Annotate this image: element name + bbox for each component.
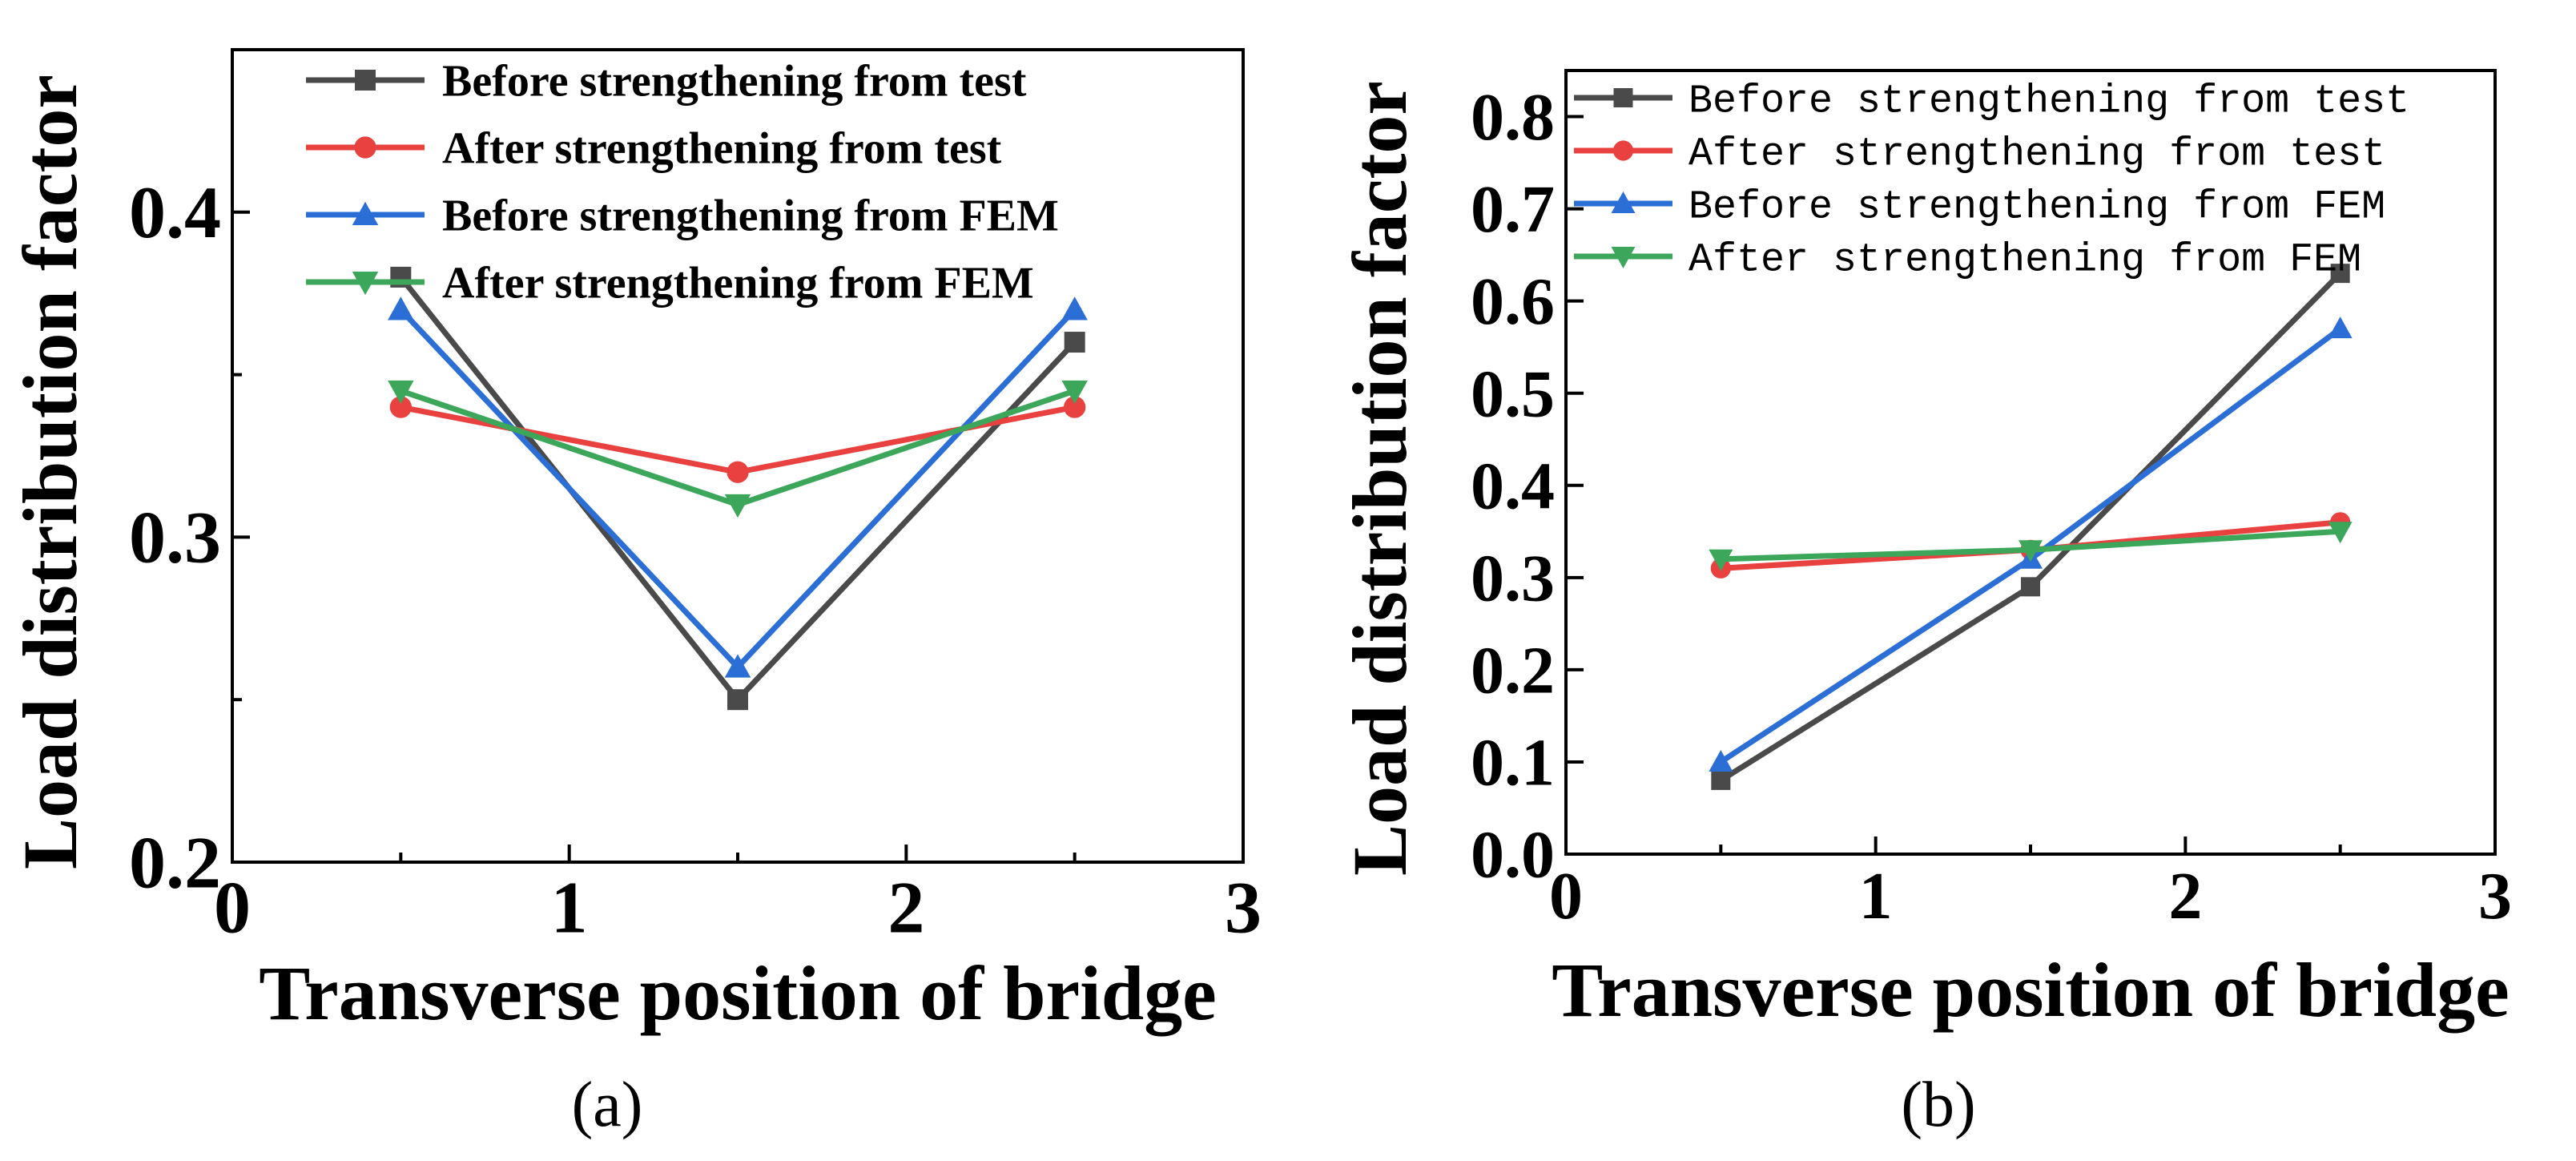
legend-marker-0: [355, 70, 376, 91]
legend-marker-1: [354, 136, 376, 159]
x-tick-label: 1: [1859, 859, 1893, 933]
data-point-s3-p0: [1709, 549, 1733, 571]
chart-0: 0 1 2 3 0.2 0.3 0.4 Transverse position of brid…: [7, 48, 1262, 1140]
series-line-0: [398, 275, 1077, 704]
data-point-s2-p2: [1061, 296, 1088, 320]
legend-label-2: Before strengthening from FEM: [442, 191, 1059, 241]
data-point-s2-p0: [1709, 749, 1733, 772]
legend-marker-1: [1612, 140, 1634, 161]
data-point-s1-p1: [727, 461, 749, 483]
y-tick-label: 0.5: [1471, 357, 1555, 431]
data-point-s0-p0: [1711, 770, 1731, 790]
data-point-s0-p1: [727, 689, 748, 711]
legend-label-1: After strengthening from test: [1688, 132, 2385, 178]
data-point-s0-p2: [2330, 264, 2350, 284]
legend-marker-2: [352, 201, 379, 225]
data-point-s3-p1: [724, 494, 751, 518]
x-axis-title: Transverse position of bridge: [259, 950, 1217, 1036]
y-tick-label: 0.7: [1471, 172, 1555, 247]
data-point-s1-p0: [389, 396, 412, 418]
data-point-s3-p2: [2328, 522, 2353, 544]
data-point-s2-p1: [724, 654, 751, 678]
x-tick-label: 0: [214, 866, 251, 948]
y-axis-title: Load distribution factor: [1337, 81, 1423, 876]
y-tick-label: 0.6: [1471, 264, 1555, 339]
panel-caption: (b): [1901, 1070, 1975, 1140]
legend-marker-0: [1613, 88, 1633, 107]
data-point-s2-p0: [388, 296, 414, 320]
y-tick-label: 0.1: [1471, 726, 1555, 800]
y-tick-label: 0.3: [1471, 541, 1555, 615]
y-tick-label: 0.4: [129, 171, 221, 253]
data-point-s0-p1: [2021, 577, 2040, 597]
y-tick-label: 0.4: [1471, 449, 1555, 523]
y-tick-label: 0.2: [129, 821, 221, 903]
y-tick-label: 0.8: [1471, 80, 1555, 155]
legend-marker-3: [352, 272, 379, 296]
y-tick-label: 0.2: [1471, 633, 1555, 707]
x-tick-label: 3: [1225, 866, 1262, 948]
chart-1: 0 1 2 3 0.0 0.1 0.2 0.3 0.4 0.5 0.6 0.7 0.8 Transvers…: [1337, 69, 2512, 1140]
x-tick-label: 1: [551, 866, 588, 948]
legend-label-3: After strengthening from FEM: [1688, 238, 2361, 284]
legend-label-1: After strengthening from test: [442, 124, 1002, 174]
data-point-s0-p2: [1064, 332, 1085, 353]
legend-marker-3: [1611, 247, 1636, 268]
y-axis-title: Load distribution factor: [7, 75, 93, 869]
x-tick-label: 0: [1549, 859, 1583, 933]
x-axis-title: Transverse position of bridge: [1552, 947, 2510, 1033]
legend-label-3: After strengthening from FEM: [442, 259, 1034, 308]
y-tick-label: 0.0: [1471, 818, 1555, 893]
legend-label-0: Before strengthening from test: [442, 57, 1027, 107]
x-tick-label: 3: [2478, 859, 2512, 933]
data-point-s1-p2: [1064, 396, 1086, 418]
panel-caption: (a): [572, 1070, 643, 1140]
legend-label-2: Before strengthening from FEM: [1688, 185, 2385, 231]
data-point-s3-p0: [388, 380, 414, 405]
data-point-s3-p2: [1061, 380, 1088, 405]
y-tick-label: 0.3: [129, 497, 221, 578]
series-line-2: [398, 308, 1077, 671]
x-tick-label: 2: [2168, 859, 2202, 933]
data-point-s3-p1: [2019, 540, 2043, 562]
legend-marker-2: [1611, 191, 1636, 213]
data-point-s2-p2: [2328, 316, 2353, 339]
legend-label-0: Before strengthening from test: [1688, 79, 2409, 125]
x-tick-label: 2: [888, 866, 924, 948]
